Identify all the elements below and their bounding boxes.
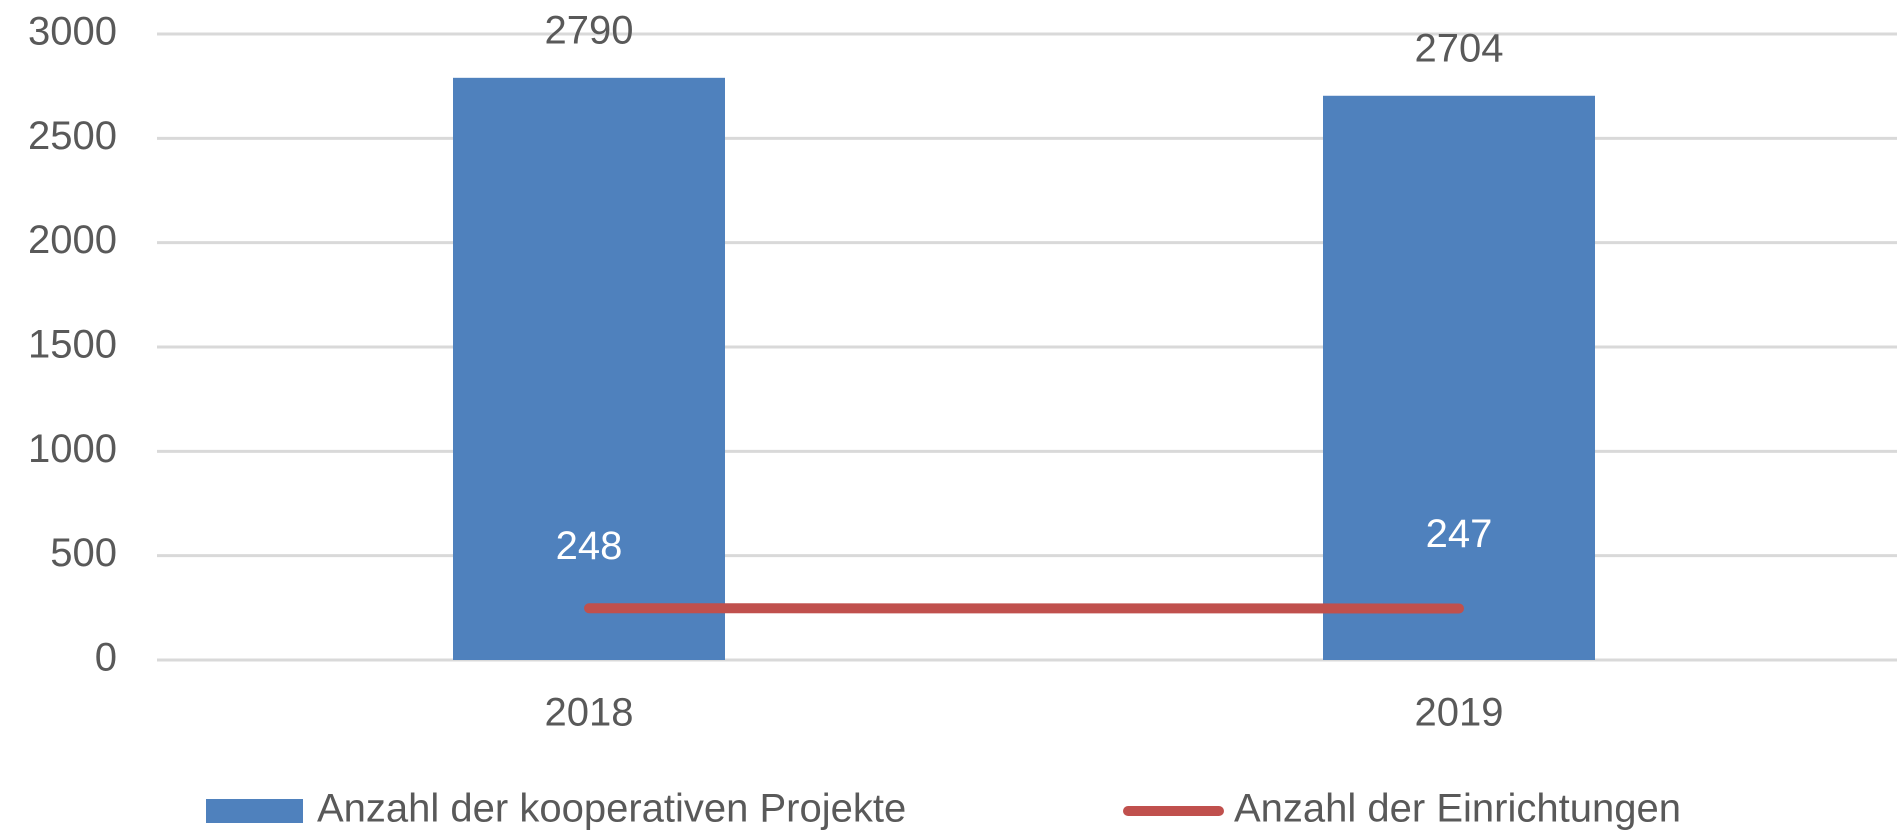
bar (1323, 95, 1595, 661)
y-tick-label: 2000 (28, 218, 117, 262)
data-label: 2790 (545, 8, 634, 52)
y-tick-label: 2500 (28, 114, 117, 158)
y-tick-label: 500 (50, 531, 117, 575)
x-tick-label: 2018 (545, 691, 634, 735)
x-tick-label: 2019 (1415, 691, 1504, 735)
data-label: 248 (556, 524, 623, 568)
legend-label: Anzahl der kooperativen Projekte (317, 787, 906, 831)
y-tick-label: 1500 (28, 323, 117, 367)
y-tick-label: 0 (95, 636, 117, 680)
data-label: 2704 (1415, 26, 1504, 70)
legend-label: Anzahl der Einrichtungen (1234, 787, 1681, 831)
y-tick-label: 1000 (28, 427, 117, 471)
bar (453, 77, 725, 660)
data-label: 247 (1426, 512, 1493, 556)
y-tick-label: 3000 (28, 10, 117, 54)
legend-swatch (206, 799, 303, 823)
